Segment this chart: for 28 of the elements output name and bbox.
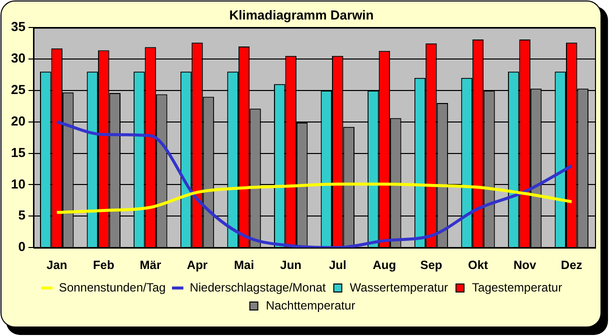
x-tick-label: Okt: [468, 258, 488, 272]
x-tick-label: Mai: [234, 258, 254, 272]
x-tick-label: Aug: [372, 258, 396, 272]
x-tick-label: Dez: [560, 258, 582, 272]
legend-label: Niederschlagstage/Monat: [190, 280, 326, 294]
legend-label: Tagestemperatur: [472, 280, 562, 294]
x-tick-label: Nov: [513, 258, 536, 272]
legend-label: Nachttemperatur: [266, 298, 356, 312]
y-tick-label: 20: [10, 113, 26, 128]
y-tick-label: 5: [18, 208, 26, 223]
legend-label: Wassertemperatur: [350, 280, 448, 294]
line-series: [55, 120, 574, 248]
y-tick-label: 0: [18, 239, 26, 254]
line-series: [55, 182, 574, 214]
x-tick-label: Mär: [140, 258, 162, 272]
legend-label: Sonnenstunden/Tag: [58, 280, 166, 294]
chart-title: Klimadiagramm Darwin: [229, 7, 374, 22]
y-tick-label: 10: [10, 176, 26, 192]
x-tick-label: Feb: [92, 258, 114, 272]
x-tick-label: Sep: [420, 258, 442, 272]
y-tick-label: 30: [10, 50, 26, 66]
y-tick-label: 25: [10, 82, 26, 98]
x-tick-label: Jun: [280, 258, 302, 272]
y-tick-label: 15: [10, 144, 26, 160]
x-tick-label: Jul: [328, 258, 346, 272]
x-tick-label: Jan: [46, 258, 68, 272]
y-tick-label: 35: [10, 19, 26, 34]
x-tick-label: Apr: [186, 258, 208, 272]
